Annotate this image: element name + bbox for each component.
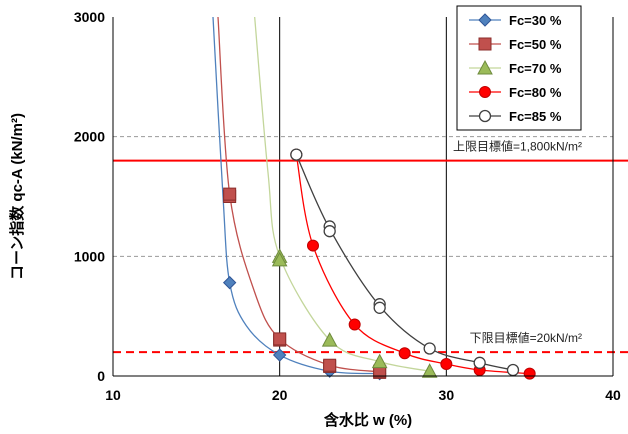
data-point	[348, 318, 361, 331]
series-points	[222, 148, 536, 381]
data-point	[272, 348, 287, 362]
data-point	[307, 239, 319, 252]
y-tick-label: 0	[97, 368, 105, 384]
y-axis-label: コーン指数 qc-A (kN/m²)	[8, 113, 26, 280]
x-tick-label: 10	[105, 387, 121, 403]
legend-entry: Fc=30 %	[509, 13, 562, 28]
legend-entry: Fc=50 %	[509, 37, 562, 52]
data-point	[371, 353, 388, 369]
legend-entry: Fc=80 %	[509, 85, 562, 100]
data-point	[421, 363, 438, 378]
legend-entry: Fc=85 %	[509, 109, 562, 124]
legend-swatch-marker	[478, 109, 492, 123]
data-point	[222, 275, 237, 290]
legend-entry: Fc=70 %	[509, 61, 562, 76]
data-point	[323, 225, 336, 238]
data-point	[423, 342, 436, 355]
data-point	[440, 358, 453, 371]
data-point	[223, 187, 237, 201]
x-tick-label: 30	[439, 387, 455, 403]
legend-swatch-marker	[478, 37, 492, 51]
reference-line-label: 下限目標値=20kN/m²	[470, 330, 582, 345]
data-point	[323, 358, 337, 372]
y-tick-label: 1000	[74, 248, 105, 264]
legend-swatch-marker	[477, 59, 493, 75]
legend-swatch-marker	[479, 86, 491, 98]
legend: Fc=30 % Fc=50 % Fc=70 % Fc=80 % Fc=85 %	[456, 5, 582, 131]
x-tick-label: 20	[272, 387, 288, 403]
x-axis-label: 含水比 w (%)	[324, 411, 412, 429]
tick-labels: 10 20 30 40 0 1000 2000 3000	[74, 9, 621, 403]
data-point	[321, 332, 338, 347]
data-point	[271, 251, 288, 267]
reference-line-label: 上限目標値=1,800kN/m²	[453, 139, 582, 154]
axes	[112, 17, 614, 377]
data-point	[373, 301, 386, 314]
data-point	[398, 347, 411, 360]
grid-lines	[113, 17, 613, 376]
series-line	[254, 17, 430, 372]
reference-lines: 上限目標値=1,800kN/m² 下限目標値=20kN/m²	[113, 139, 628, 354]
data-point	[523, 367, 536, 380]
x-tick-label: 40	[605, 387, 621, 403]
data-point	[273, 332, 287, 346]
data-point	[473, 356, 486, 369]
y-tick-label: 3000	[74, 9, 105, 25]
y-tick-label: 2000	[74, 129, 105, 145]
legend-swatch-marker	[478, 13, 492, 27]
data-point	[506, 363, 520, 377]
data-point	[290, 148, 303, 161]
